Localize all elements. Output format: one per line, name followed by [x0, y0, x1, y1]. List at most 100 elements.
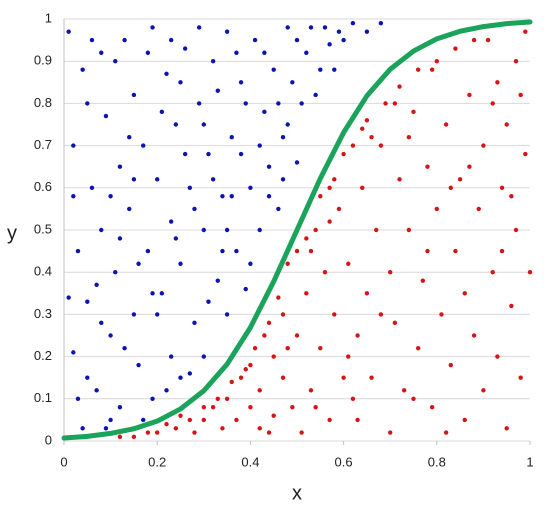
point	[513, 227, 519, 233]
point	[210, 177, 216, 182]
point	[294, 160, 300, 165]
point	[229, 379, 234, 385]
point	[453, 46, 458, 51]
y-tick-label: 0	[45, 432, 52, 447]
point	[285, 25, 290, 30]
point	[294, 248, 300, 254]
x-tick-label: 0.6	[335, 454, 353, 469]
point	[103, 113, 109, 119]
point	[308, 25, 314, 30]
point	[168, 219, 174, 224]
point	[243, 367, 248, 372]
point	[150, 291, 155, 296]
point	[85, 299, 90, 304]
point	[145, 430, 151, 435]
point	[406, 227, 412, 233]
point	[308, 248, 314, 254]
point	[509, 194, 514, 199]
point	[434, 206, 439, 212]
point	[196, 25, 202, 30]
point	[127, 134, 132, 140]
point	[304, 50, 309, 55]
point	[75, 248, 81, 254]
point	[229, 134, 234, 140]
point	[220, 248, 225, 254]
point	[234, 50, 239, 55]
point	[523, 29, 528, 34]
point	[388, 270, 393, 275]
point	[201, 417, 206, 423]
point	[518, 92, 523, 98]
point	[457, 177, 463, 182]
point	[462, 417, 467, 423]
point	[94, 282, 99, 288]
point	[280, 375, 286, 380]
point	[150, 25, 155, 30]
point	[313, 227, 318, 233]
point	[196, 101, 202, 106]
point	[85, 375, 90, 380]
point	[266, 194, 272, 199]
y-tick-label: 0.5	[34, 221, 52, 236]
point	[346, 261, 351, 266]
point	[210, 59, 216, 64]
point	[523, 151, 528, 157]
point	[220, 426, 225, 431]
point	[252, 37, 258, 43]
curve	[61, 19, 533, 441]
point	[322, 270, 328, 275]
point	[355, 417, 360, 423]
point	[75, 396, 81, 401]
point	[439, 312, 444, 317]
point	[285, 345, 290, 351]
point	[360, 185, 365, 190]
point	[266, 430, 272, 435]
point	[155, 430, 160, 435]
point	[192, 320, 197, 326]
point	[327, 42, 332, 47]
point	[425, 164, 430, 169]
point	[168, 354, 174, 359]
point	[490, 270, 495, 275]
point	[117, 236, 123, 241]
point	[201, 354, 206, 359]
point	[215, 88, 220, 93]
point	[178, 261, 183, 266]
point	[350, 396, 356, 401]
point	[313, 92, 318, 98]
point	[443, 122, 449, 127]
point	[164, 388, 169, 393]
y-tick-label: 1	[45, 10, 52, 25]
point	[262, 333, 267, 338]
point	[192, 206, 197, 212]
point	[280, 177, 286, 182]
point	[215, 396, 220, 401]
point	[206, 299, 211, 304]
point	[504, 122, 509, 127]
point	[397, 84, 402, 89]
point	[280, 312, 286, 317]
point	[173, 236, 179, 241]
point	[467, 164, 472, 169]
point	[429, 405, 435, 410]
point	[229, 194, 234, 199]
point	[332, 312, 337, 317]
point	[238, 151, 244, 157]
point	[266, 164, 272, 169]
point	[355, 333, 360, 338]
point	[257, 143, 262, 148]
point	[136, 362, 141, 368]
point	[234, 417, 239, 423]
point	[443, 430, 449, 435]
point	[448, 185, 453, 190]
point	[360, 126, 365, 131]
point	[304, 291, 309, 296]
point	[113, 270, 118, 275]
point	[173, 122, 179, 127]
point	[304, 236, 309, 241]
point	[318, 194, 323, 199]
point	[364, 118, 370, 123]
point	[108, 333, 113, 338]
point	[388, 430, 393, 435]
